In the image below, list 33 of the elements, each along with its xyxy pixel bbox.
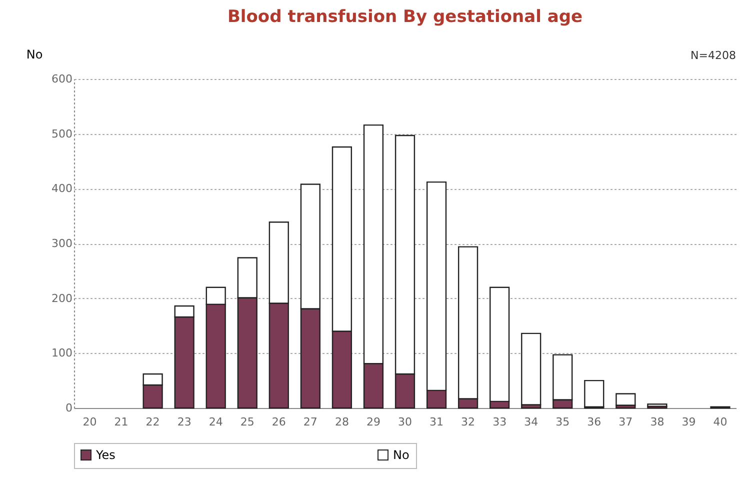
x-tick-label: 29 — [366, 416, 380, 428]
x-tick-label: 23 — [177, 416, 192, 428]
y-tick-label: 200 — [52, 292, 72, 305]
x-tick-label: 24 — [208, 416, 223, 428]
chart-title: Blood transfusion By gestational age — [227, 7, 583, 27]
x-tick-label: 20 — [82, 416, 97, 428]
x-tick-label: 25 — [240, 416, 254, 428]
x-tick-label: 39 — [682, 416, 696, 428]
x-tick-label: 27 — [303, 416, 318, 428]
x-tick-label: 21 — [114, 416, 128, 428]
x-tick-label: 32 — [461, 416, 476, 428]
x-tick-label: 33 — [492, 416, 507, 428]
x-tick-label: 35 — [556, 416, 570, 428]
x-tick-label: 30 — [398, 416, 412, 428]
legend-label: No — [393, 448, 410, 462]
x-tick-label: 38 — [650, 416, 664, 428]
y-tick-label: 0 — [66, 402, 72, 414]
y-tick-label: 300 — [52, 237, 72, 250]
legend-label: Yes — [95, 448, 116, 462]
x-tick-label: 28 — [334, 416, 349, 428]
y-tick-label: 400 — [52, 182, 72, 196]
x-tick-label: 37 — [618, 416, 633, 428]
x-tick-label: 26 — [272, 416, 286, 428]
x-tick-label: 40 — [713, 416, 728, 428]
x-tick-label: 22 — [146, 416, 160, 428]
y-tick-label: 600 — [52, 72, 72, 86]
x-tick-label: 36 — [587, 416, 602, 428]
x-tick-label: 34 — [524, 416, 538, 428]
y-tick-label: 100 — [52, 346, 72, 360]
x-tick-label: 31 — [430, 416, 444, 428]
y-tick-label: 500 — [52, 127, 72, 140]
y-axis-title: No — [26, 48, 43, 62]
text: N=4208 — [690, 49, 736, 62]
